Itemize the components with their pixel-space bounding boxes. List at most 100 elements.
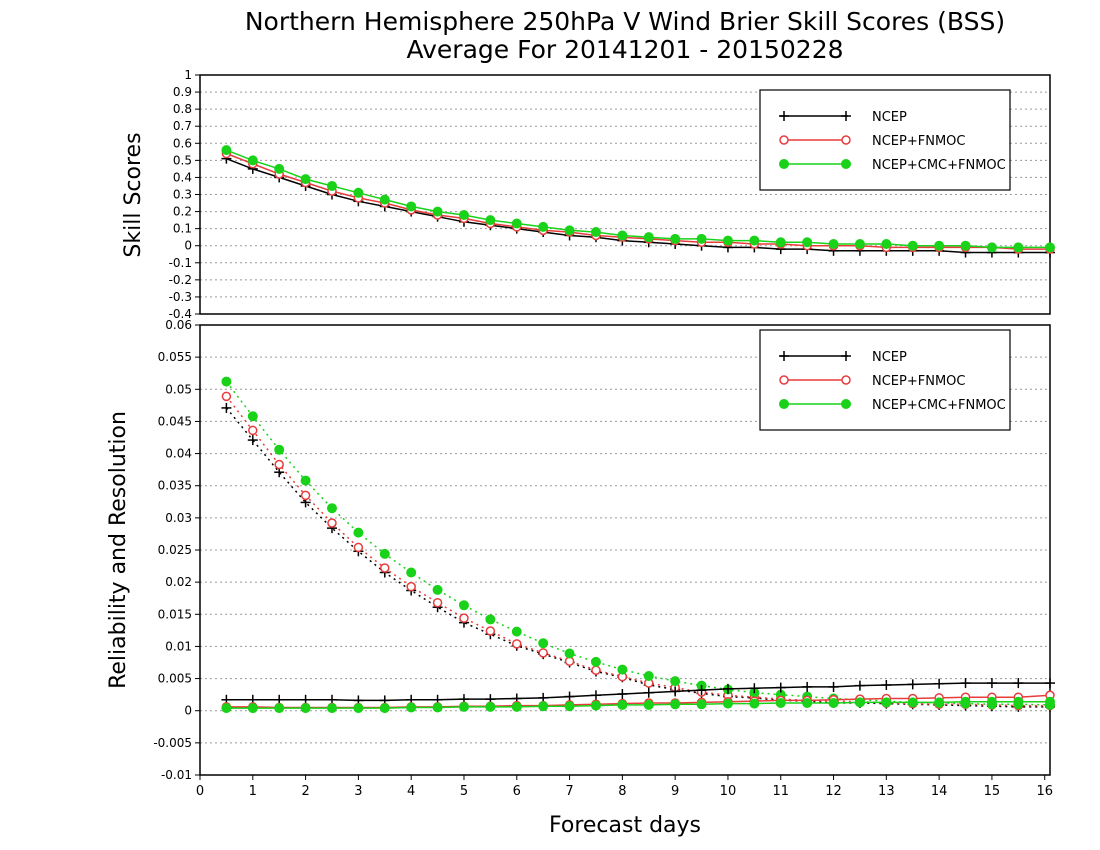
data-point [722,683,733,694]
legend-entry: NCEP [779,110,907,125]
data-point [696,699,707,710]
legend-marker [841,111,851,121]
data-point [854,680,865,691]
data-point [591,665,601,675]
y-tick-label: 0.7 [173,119,192,133]
data-point [802,681,813,692]
chart-title-line2: Average For 20141201 - 20150228 [406,35,843,64]
y-tick-label: 0.035 [158,479,192,493]
data-point [643,232,654,243]
y-tick-label: 0.025 [158,543,192,557]
data-point [326,703,337,714]
chart-title-line1: Northern Hemisphere 250hPa V Wind Brier … [245,7,1005,36]
legend-marker [779,351,789,361]
x-tick-label: 3 [354,784,362,799]
data-point [432,206,443,217]
y-tick-label: 1 [184,68,192,82]
y-tick-label: -0.01 [161,768,192,782]
legend-entry: NCEP+FNMOC [779,374,965,389]
data-point [458,209,469,220]
y-tick-label: 0.045 [158,414,192,428]
data-point [247,435,258,446]
data-point [485,701,496,712]
data-point [1045,696,1055,707]
data-point [960,678,971,689]
data-point [696,233,707,244]
data-point [907,240,918,251]
data-point [617,664,628,675]
data-point [485,215,496,226]
x-tick-label: 16 [1036,784,1053,799]
data-point [221,402,232,413]
series-ncep-resolution [221,402,1055,712]
legend-marker [779,159,789,169]
data-point [538,221,549,232]
data-point [379,703,390,714]
data-point [775,237,786,248]
y-tick-label: 0.06 [165,318,192,332]
legend-label: NCEP+CMC+FNMOC [872,398,1006,413]
data-point [590,690,601,701]
data-point [617,689,628,699]
data-point [221,376,232,387]
skill-score-panel: 1 0.9 0.8 0.7 0.6 0.5 0.4 0.3 0.2 0.1 0 -0.1 -0.2 -0.… [121,68,1055,321]
data-point [353,703,364,714]
data-point [485,626,496,636]
legend-label: NCEP [872,110,907,125]
legend-label: NCEP [872,350,907,365]
x-tick-label: 13 [878,784,895,799]
data-point [907,679,918,690]
legend-entry: NCEP+FNMOC [779,134,965,149]
legend-label: NCEP+CMC+FNMOC [872,158,1006,173]
data-point [353,527,364,538]
data-point [643,699,654,710]
x-tick-label: 2 [301,784,309,799]
y-tick-label: 0.6 [173,136,192,150]
data-point [828,681,839,692]
legend-label: NCEP+FNMOC [872,134,965,149]
data-point [643,671,654,681]
legend-entry: NCEP+CMC+FNMOC [779,398,1006,413]
data-point [696,685,707,696]
legend-marker [779,135,789,145]
data-point [247,411,258,422]
data-point [749,235,760,246]
y-tick-label: 0 [184,239,192,253]
data-point [722,698,733,709]
y-tick-label: 0.05 [165,382,192,396]
data-point [406,702,417,713]
data-point [643,687,654,698]
data-point [379,548,390,559]
legend-marker [779,111,789,121]
y-tick-label: -0.4 [169,307,192,321]
data-point [828,239,839,250]
legend-marker [841,399,851,409]
y-tick-label: 0.005 [158,672,192,686]
y-tick-label: 0.9 [173,85,192,99]
data-point [274,459,284,470]
data-point [722,235,733,246]
data-point [828,698,839,708]
data-point [432,597,443,608]
plot-frame [199,324,1051,776]
data-point [511,701,522,712]
data-point [380,563,390,573]
x-tick-label: 0 [196,784,204,799]
x-tick-label: 7 [565,784,573,799]
data-point [670,233,681,244]
x-tick-label: 11 [772,784,789,799]
legend-entry: NCEP [779,350,907,365]
data-point [221,703,232,714]
data-point [300,490,311,501]
data-point [326,180,337,191]
x-axis-label: Forecast days [549,813,701,838]
y-axis-label: Reliability and Resolution [106,411,131,689]
legend: NCEP NCEP+FNMOC NCEP+CMC+FNMOC [759,89,1011,191]
x-tick-label: 8 [618,784,626,799]
data-point [775,698,786,708]
data-point [353,187,364,198]
series-ncep-fnmoc-resolution [221,391,1055,711]
series-ncep-cmc-fnmoc-reliability [221,696,1055,714]
data-point [590,656,601,667]
data-point [986,242,997,253]
